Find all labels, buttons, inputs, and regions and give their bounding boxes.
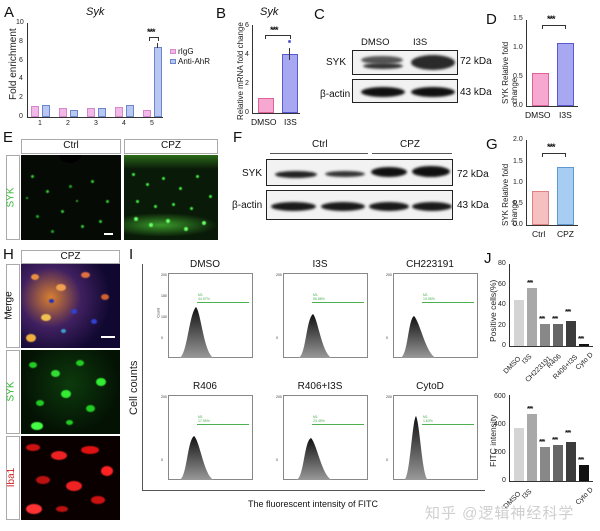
blot-f: Ctrl CPZ SYK β-actin <box>232 130 470 230</box>
kda-label: 43 kDa <box>457 200 489 211</box>
panel-label-j: J <box>484 250 492 267</box>
kda-label: 72 kDa <box>457 169 489 180</box>
panel-label-h: H <box>3 246 14 263</box>
panel-label-a: A <box>4 4 15 21</box>
panel-label-e: E <box>3 129 14 146</box>
microscopy-e: Ctrl CPZ SYK <box>0 130 240 245</box>
chart-b: Syk Relative mRNA fold change 0 2 4 6 **… <box>210 0 300 130</box>
flow-plot-dmso: DMSO M1 44.97% 200 150 100 0 Count <box>150 256 260 366</box>
panel-label-b: B <box>216 5 227 22</box>
legend-anti-ahr: Anti-AhR <box>170 57 210 66</box>
panel-label-g: G <box>486 136 498 153</box>
flow-plot-r406: R406 M1 17.95% 200 0 <box>150 378 260 488</box>
flow-plot-r406-i3s: R406+I3S M1 23.45% 200 0 <box>265 378 375 488</box>
flow-cytometry-i: Cell counts The fluorescent intensity of… <box>125 250 485 515</box>
chart-a-ylabel: Fold enrichment <box>8 28 19 100</box>
flow-plot-ch223191: CH223191 M1 19.95% 200 0 <box>375 256 485 366</box>
panel-label-d: D <box>486 11 497 28</box>
chart-j-bottom: FITC intensity 0 200 400 600 *** *** ***… <box>488 393 595 511</box>
panel-label-f: F <box>233 129 243 146</box>
chart-g: SYK Relative fold change 0.0 0.5 1.0 1.5… <box>495 130 600 250</box>
kda-label: 43 kDa <box>460 87 492 98</box>
chart-a: Syk Fold enrichment 0 2 4 6 8 10 1 2 3 4… <box>8 6 211 127</box>
chart-d: SYK Relative fold change 0.0 0.5 1.0 1.5… <box>495 0 600 125</box>
legend-rigg: rIgG <box>170 47 194 56</box>
panel-label-c: C <box>314 6 325 23</box>
watermark: 知乎 @逻辑神经科学 <box>425 505 575 522</box>
chart-j-top: Positive cells(%) 0 20 40 60 80 *** *** … <box>488 260 595 384</box>
blot-c: DMSO I3S SYK β-actin <box>300 30 460 110</box>
kda-label: 72 kDa <box>460 56 492 67</box>
chart-a-title: Syk <box>86 6 105 18</box>
flow-plot-cytod: CytoD M1 1.63% 200 0 <box>375 378 485 488</box>
panel-label-i: I <box>129 246 134 263</box>
flow-plot-i3s: I3S M1 56.88% 200 0 <box>265 256 375 366</box>
microscopy-h: CPZ Merge SYK Iba1 <box>0 250 125 531</box>
